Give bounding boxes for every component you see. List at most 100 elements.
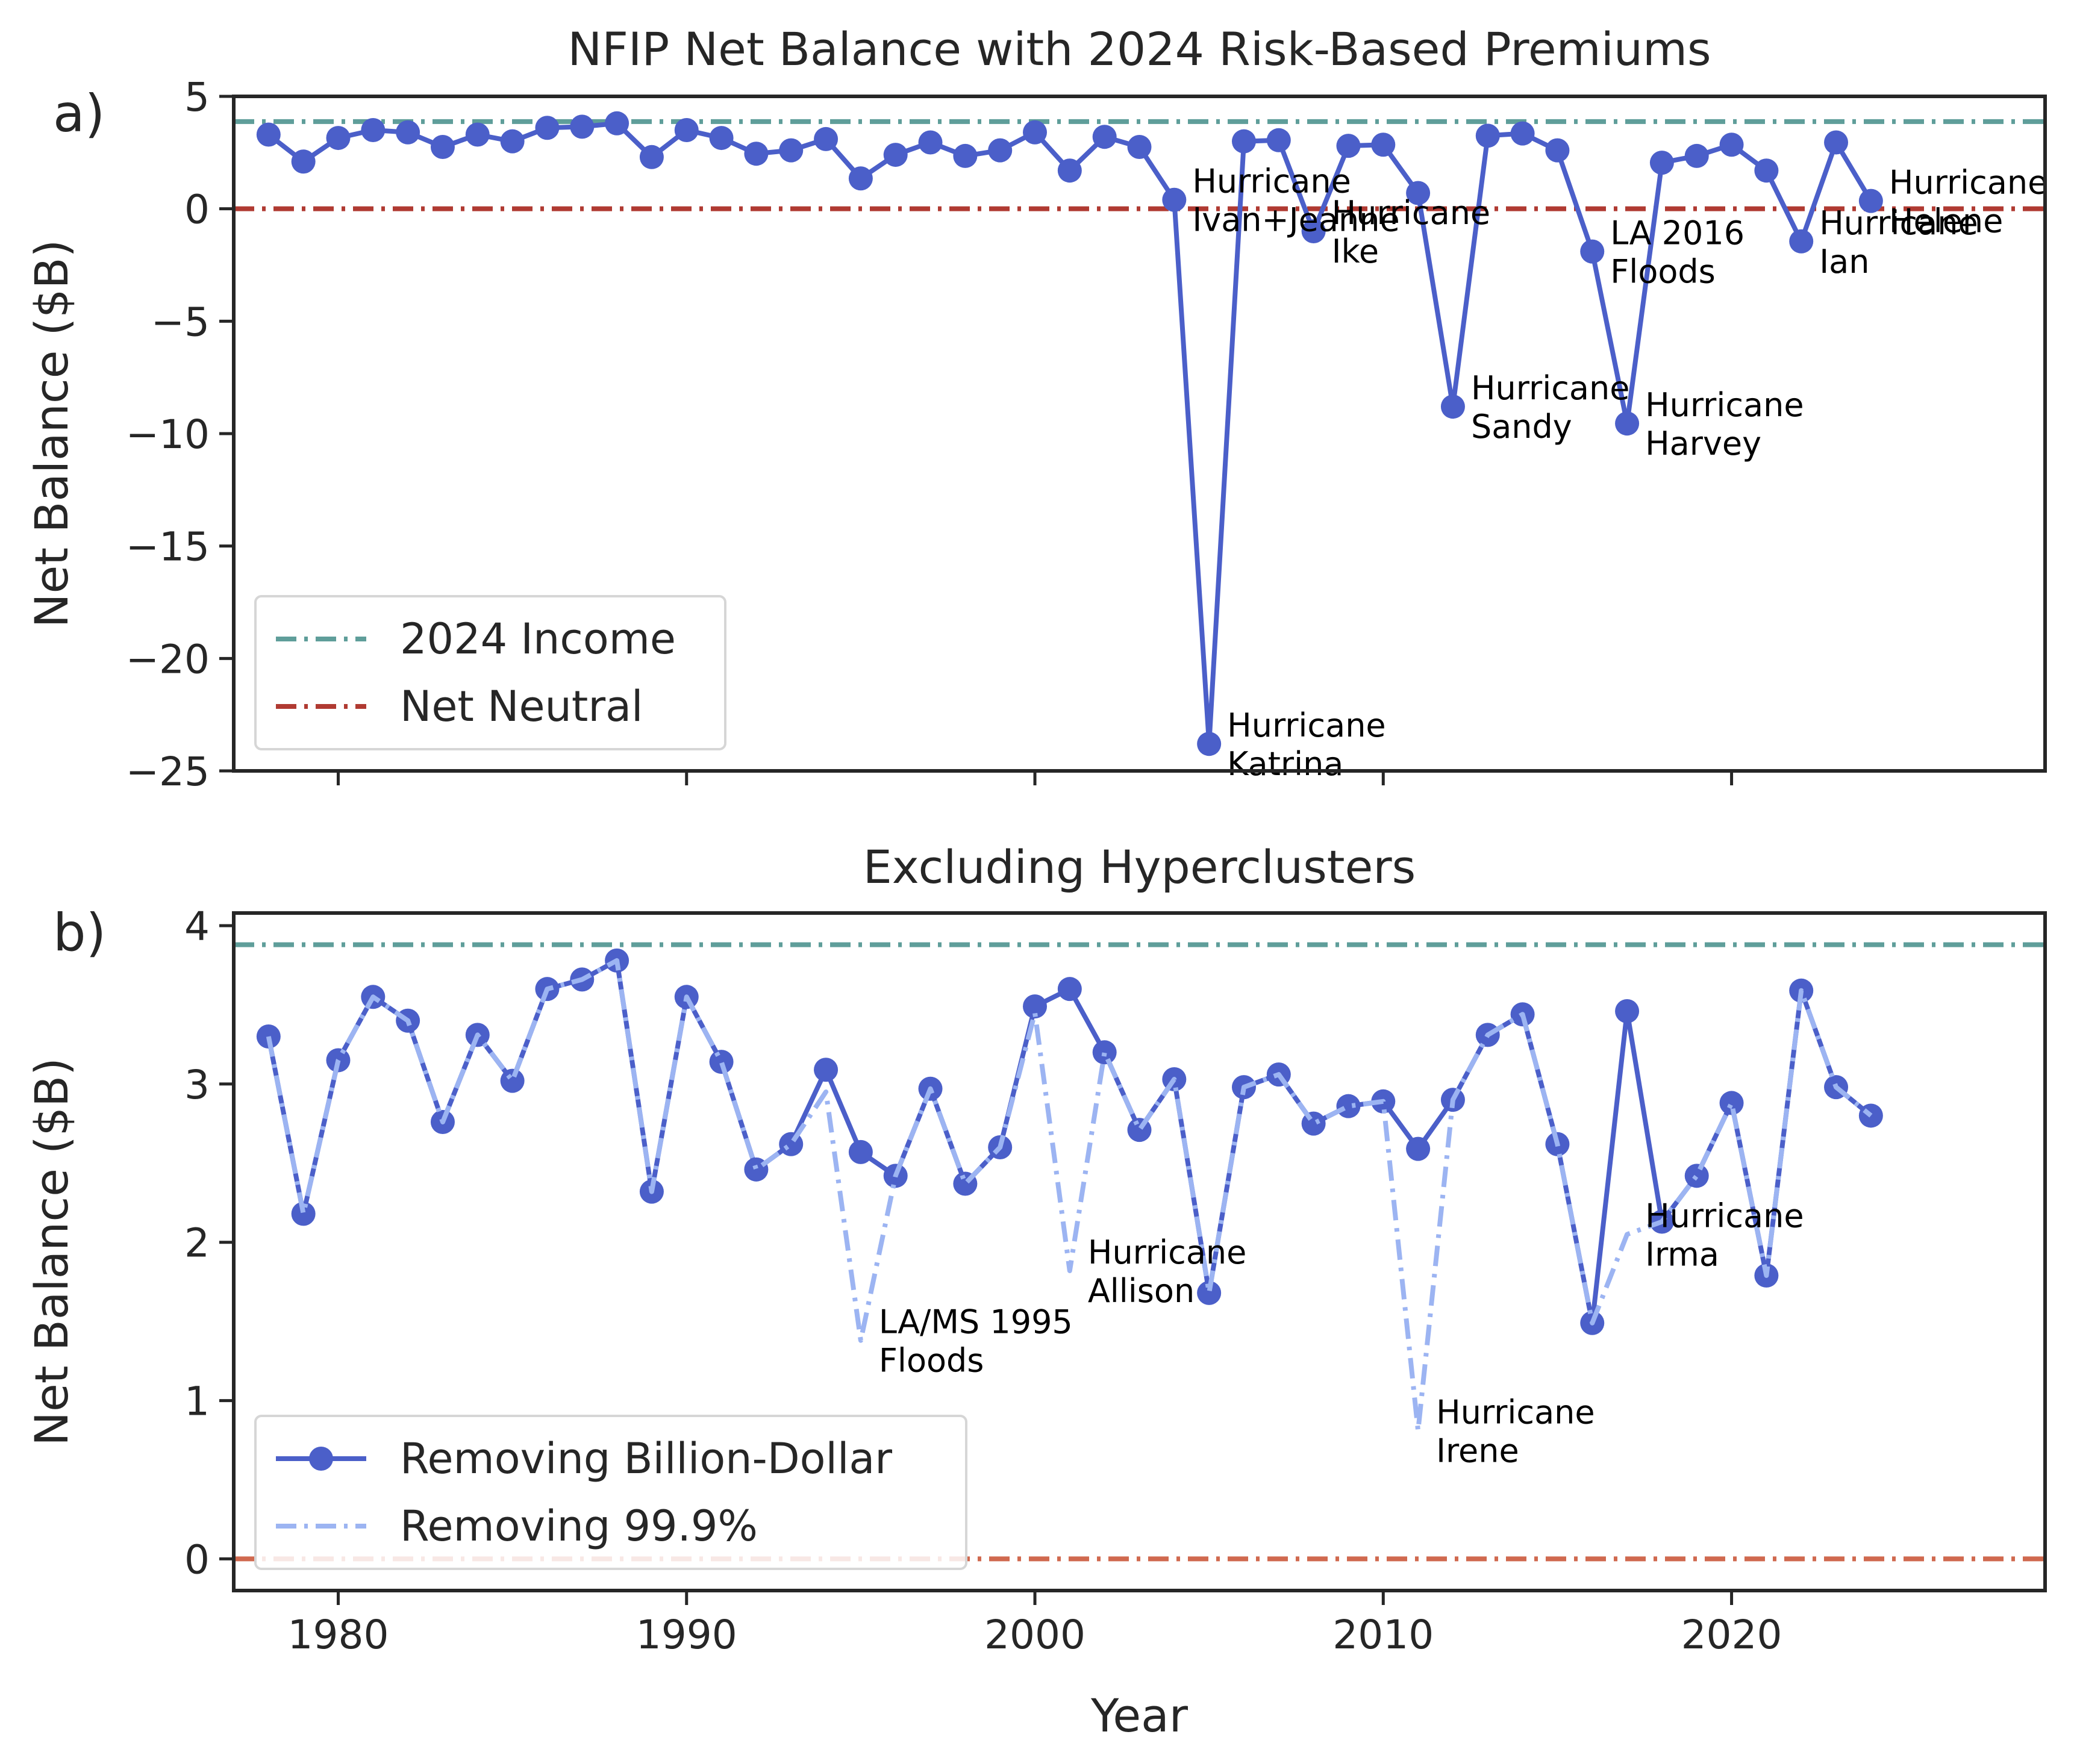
- annotation-line: Hurricane: [1227, 706, 1386, 744]
- data-point: [1057, 158, 1082, 183]
- annotation-line: Irene: [1436, 1432, 1519, 1470]
- data-point: [1684, 143, 1709, 168]
- data-point: [744, 142, 769, 166]
- data-point: [1440, 394, 1465, 419]
- annotation: Hurricane Allison: [1088, 1233, 1247, 1310]
- annotation: Hurricane Ivan+Jeanne: [1192, 163, 1399, 239]
- annotation-line: Hurricane: [1436, 1394, 1595, 1432]
- data-point: [674, 118, 699, 142]
- data-point: [361, 118, 386, 142]
- annotation-line: Hurricane: [1889, 164, 2048, 202]
- panel-a: NFIP Net Balance with 2024 Risk-Based Pr…: [25, 22, 2047, 795]
- data-point: [883, 143, 908, 167]
- annotation-line: Hurricane: [1192, 163, 1351, 201]
- y-tick-label: 0: [184, 1536, 210, 1583]
- x-tick-label: 2020: [1681, 1612, 1782, 1658]
- data-point: [1580, 239, 1605, 264]
- data-point: [848, 166, 873, 191]
- data-point: [256, 122, 281, 147]
- annotation: Hurricane Sandy: [1471, 369, 1630, 446]
- annotation-line: Harvey: [1645, 425, 1761, 463]
- annotation: Hurricane Irma: [1645, 1197, 1804, 1274]
- data-point: [988, 138, 1013, 163]
- y-tick-label: 1: [184, 1379, 210, 1425]
- data-point: [1649, 151, 1674, 175]
- data-point: [1824, 130, 1849, 155]
- data-point: [814, 126, 839, 151]
- annotation-line: Hurricane: [1645, 386, 1804, 424]
- x-tick-label: 2010: [1332, 1612, 1434, 1658]
- series-line: [266, 958, 1873, 1433]
- y-axis-label: Net Balance ($B): [25, 1058, 78, 1446]
- data-point: [500, 1068, 525, 1093]
- data-point: [1231, 129, 1256, 154]
- chart-title: Excluding Hyperclusters: [863, 840, 1416, 894]
- data-point: [1092, 125, 1117, 149]
- annotation: Hurricane Harvey: [1645, 386, 1804, 463]
- data-point: [1858, 1103, 1883, 1128]
- data-point: [953, 143, 978, 168]
- annotation-line: Ian: [1819, 243, 1869, 281]
- legend-box: [254, 595, 726, 750]
- legend-label: Removing 99.9%: [400, 1501, 758, 1551]
- data-point: [1266, 128, 1291, 152]
- y-tick-label: −5: [151, 299, 210, 345]
- legend-label: 2024 Income: [400, 614, 676, 664]
- data-point: [1406, 1136, 1431, 1161]
- data-point: [1197, 732, 1222, 756]
- annotation-line: Allison: [1088, 1272, 1195, 1310]
- data-point: [291, 1201, 316, 1226]
- panel-b: Excluding Hyperclusters b) Net Balance ($B…: [25, 840, 2047, 1742]
- y-tick-label: −15: [126, 524, 210, 570]
- data-point: [918, 130, 943, 155]
- data-point: [709, 126, 734, 151]
- annotation-line: Ivan+Jeanne: [1192, 201, 1399, 239]
- data-point: [1023, 994, 1048, 1019]
- y-tick-label: 0: [184, 187, 210, 233]
- x-tick-label: 1990: [636, 1612, 737, 1658]
- y-tick-label: −10: [126, 411, 210, 458]
- annotation: LA 2016 Floods: [1610, 214, 1744, 291]
- data-point: [814, 1058, 839, 1082]
- annotation: Hurricane Ian: [1819, 204, 1978, 281]
- data-point: [1301, 219, 1326, 243]
- legend-label: Net Neutral: [400, 682, 643, 731]
- data-point: [1023, 120, 1048, 145]
- data-point: [1162, 187, 1187, 212]
- y-tick-label: 4: [184, 903, 210, 950]
- data-point: [430, 135, 455, 159]
- annotation: Hurricane Helene: [1889, 164, 2048, 240]
- data-point: [1092, 1040, 1117, 1065]
- data-point: [709, 1050, 734, 1074]
- data-point: [1858, 189, 1883, 213]
- legend-label: Removing Billion-Dollar: [400, 1434, 892, 1483]
- panel-label: a): [53, 84, 105, 144]
- panel-label: b): [53, 903, 106, 963]
- annotation-line: Hurricane: [1819, 204, 1978, 242]
- data-point: [605, 111, 629, 136]
- data-point: [396, 120, 420, 145]
- annotation-line: Ike: [1332, 232, 1379, 270]
- data-point: [1789, 229, 1814, 254]
- data-point: [1719, 1091, 1744, 1115]
- data-point: [535, 116, 560, 140]
- data-point: [1684, 1164, 1709, 1188]
- data-point: [326, 126, 351, 151]
- annotation-line: Katrina: [1227, 745, 1343, 783]
- legend-marker: [309, 1447, 333, 1471]
- plot-frame: [232, 95, 2047, 773]
- data-point: [779, 138, 804, 163]
- annotation-line: Hurricane: [1332, 194, 1491, 232]
- data-point: [1545, 138, 1570, 163]
- legend-box: [254, 1415, 967, 1570]
- annotation-line: Sandy: [1471, 408, 1572, 446]
- chart-title: NFIP Net Balance with 2024 Risk-Based Pr…: [567, 22, 1711, 76]
- y-tick-label: 3: [184, 1062, 210, 1108]
- annotation: LA/MS 1995 Floods: [879, 1303, 1073, 1380]
- data-point: [570, 114, 595, 139]
- data-point: [1336, 134, 1361, 158]
- annotation-line: LA 2016: [1610, 214, 1744, 252]
- x-tick-label: 2000: [984, 1612, 1085, 1658]
- annotation-line: Irma: [1645, 1236, 1719, 1274]
